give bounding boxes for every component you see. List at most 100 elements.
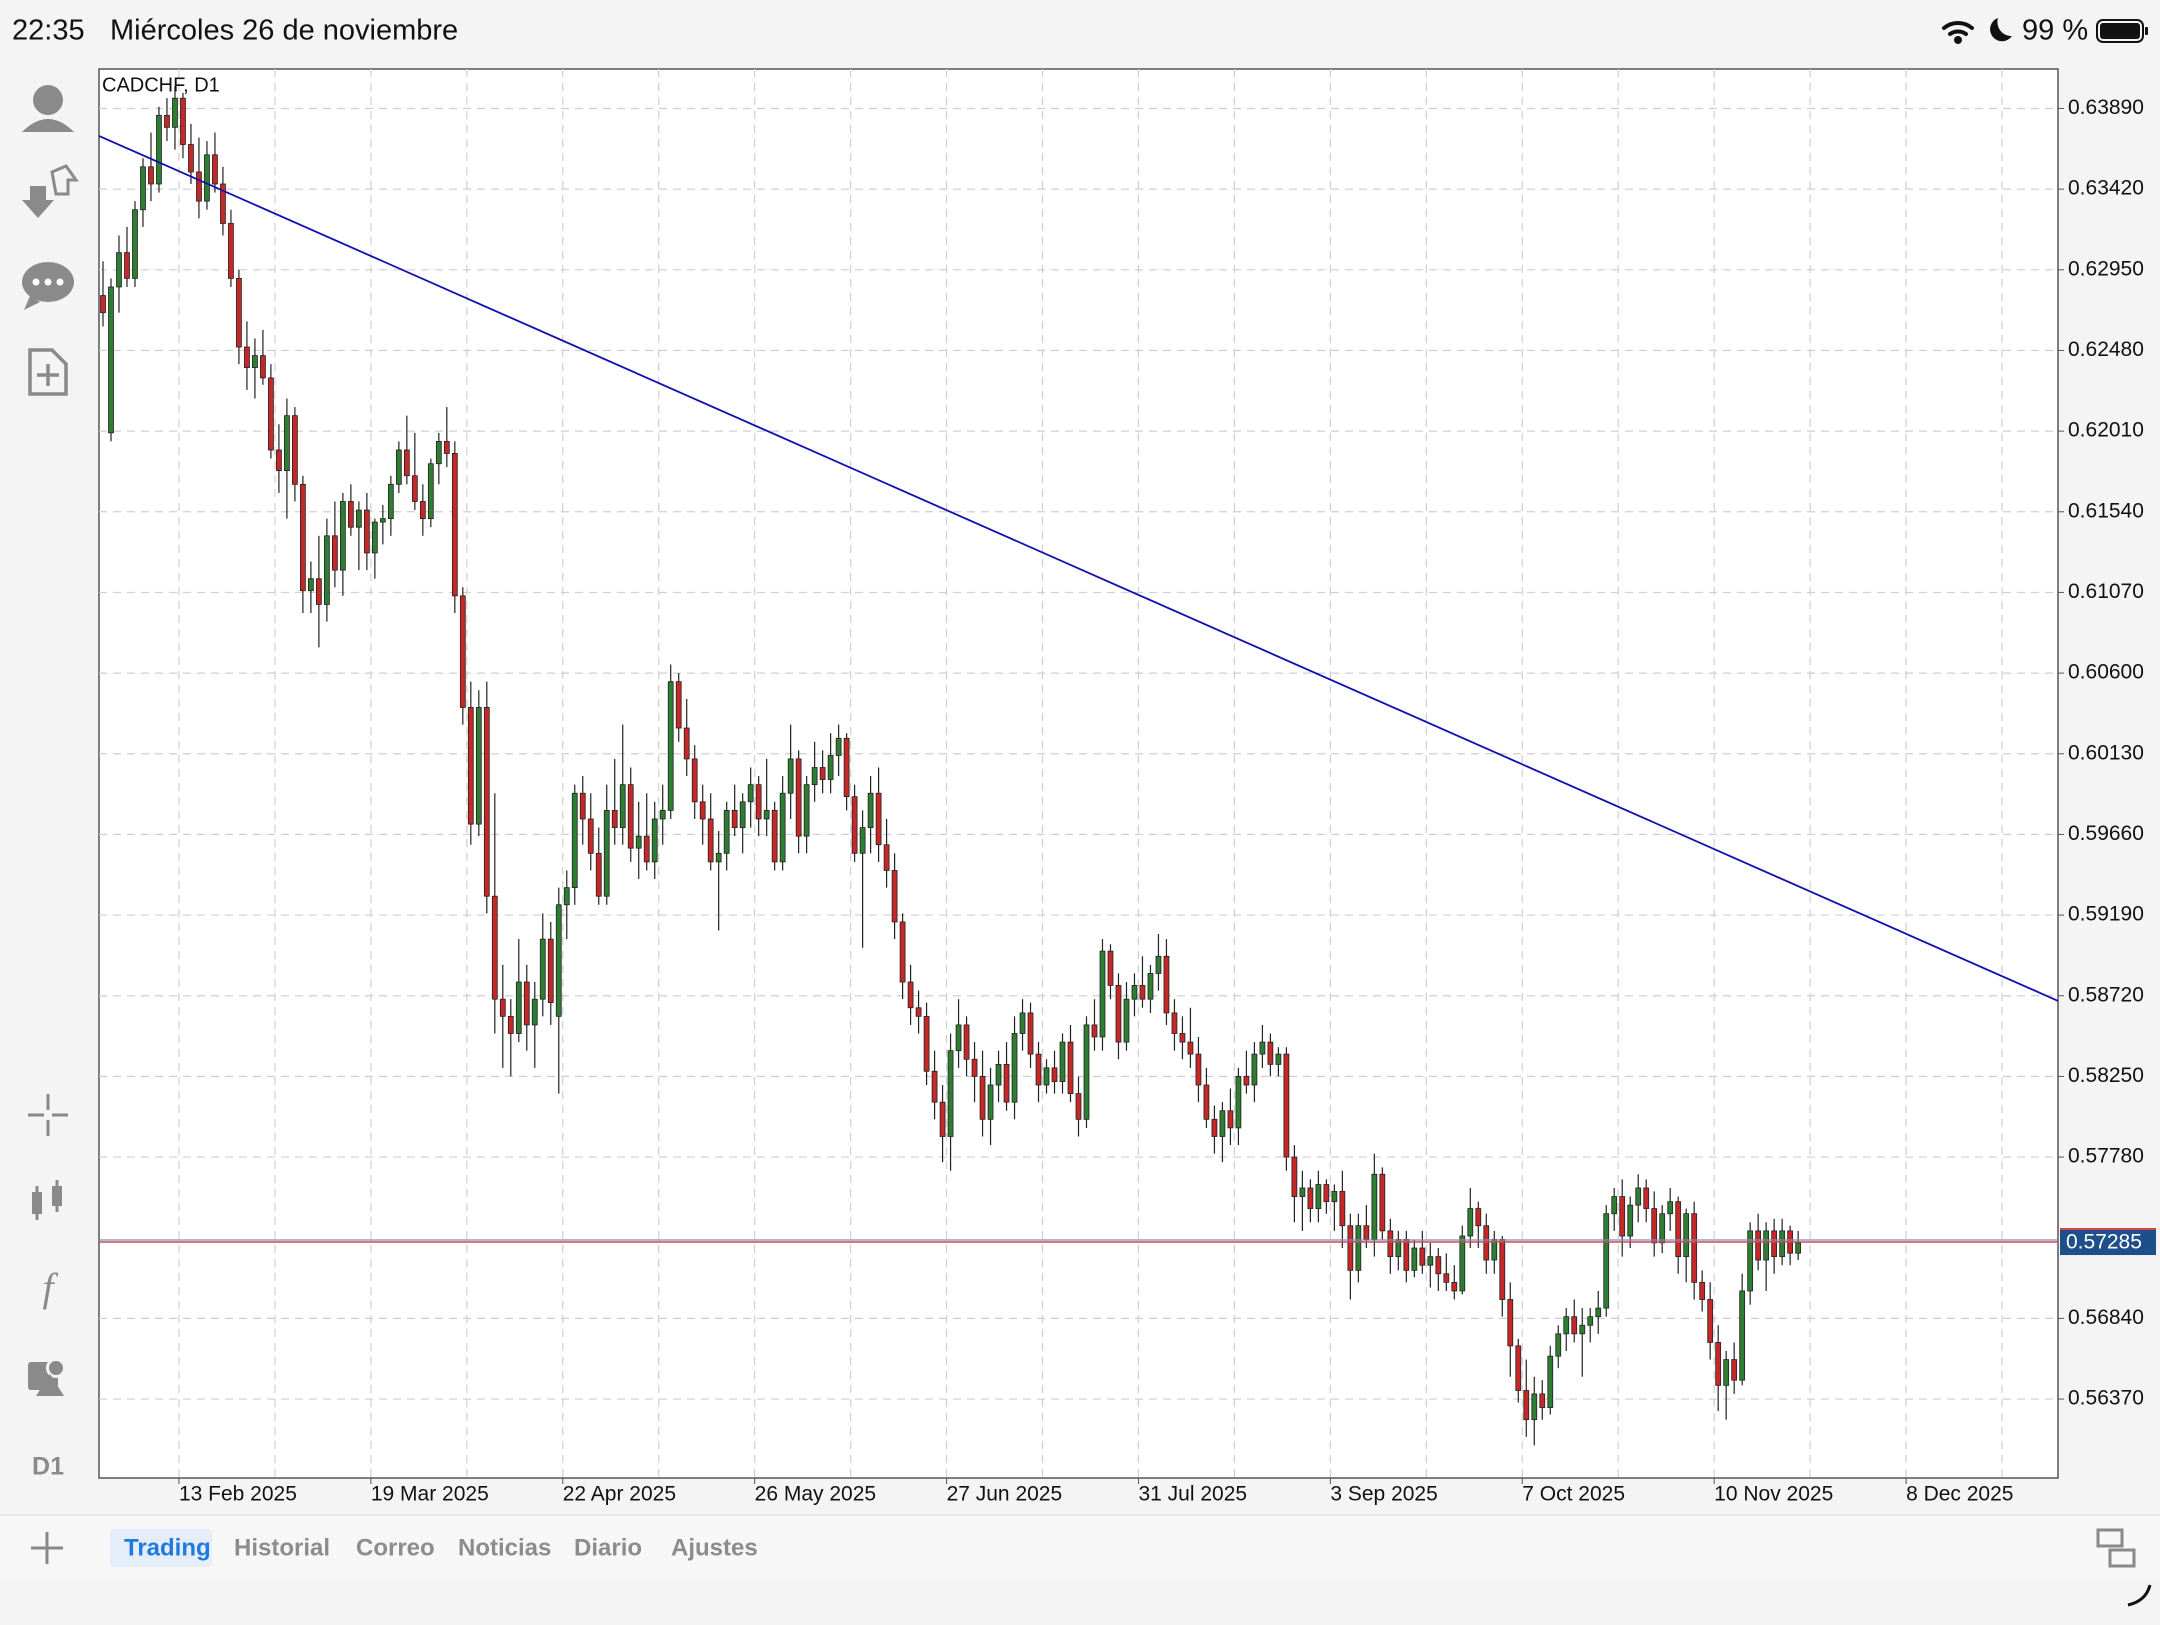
candle-body xyxy=(1219,1110,1226,1137)
candle-body xyxy=(619,784,626,828)
candle-body xyxy=(483,707,490,897)
candle-body xyxy=(124,252,130,279)
candle-body xyxy=(1227,1110,1234,1129)
candle-body xyxy=(1243,1076,1250,1086)
candle-body xyxy=(395,449,402,485)
status-date: Miércoles 26 de noviembre xyxy=(110,15,458,47)
candle-body xyxy=(1091,1024,1098,1038)
candle-body xyxy=(779,792,786,863)
candle-body xyxy=(1187,1041,1194,1055)
pencil-indicator xyxy=(2127,1584,2152,1607)
candle-body xyxy=(1403,1239,1410,1271)
candle-body xyxy=(1715,1342,1722,1386)
candle-body xyxy=(1675,1201,1682,1258)
candle-body xyxy=(451,453,458,597)
candle-body xyxy=(931,1070,938,1103)
candle-body xyxy=(995,1063,1002,1086)
candle-body xyxy=(491,895,498,1000)
y-tick-label: 0.59660 xyxy=(2068,822,2144,845)
trade-icon[interactable] xyxy=(22,164,79,218)
tab[interactable]: Noticias xyxy=(458,1534,551,1561)
candle-body xyxy=(1443,1273,1450,1283)
chat-icon[interactable] xyxy=(22,262,74,310)
moon-icon xyxy=(1990,18,2012,42)
candle-body xyxy=(1315,1184,1322,1209)
candle-body xyxy=(1419,1247,1426,1266)
candle-body xyxy=(1019,1012,1026,1034)
candle-body xyxy=(1251,1053,1258,1086)
candle-body xyxy=(156,114,162,185)
candle-body xyxy=(507,1015,514,1034)
candle-body xyxy=(355,509,362,528)
candle-body xyxy=(1747,1230,1754,1292)
layout-icon[interactable] xyxy=(2096,1528,2136,1568)
candle-body xyxy=(875,792,882,846)
crosshair-icon[interactable] xyxy=(28,1094,68,1136)
candle-body xyxy=(1507,1299,1514,1347)
status-time: 22:35 xyxy=(12,15,85,47)
candle-body xyxy=(339,501,346,571)
candle-body xyxy=(1659,1213,1666,1244)
candle-body xyxy=(1771,1230,1778,1258)
x-tick-label: 7 Oct 2025 xyxy=(1522,1483,1625,1506)
candle-body xyxy=(132,209,138,279)
tab[interactable]: Diario xyxy=(574,1534,642,1561)
candle-body xyxy=(1691,1213,1698,1283)
battery-icon xyxy=(2096,19,2148,43)
account-icon[interactable] xyxy=(22,85,74,132)
add-button[interactable] xyxy=(31,1532,63,1564)
candle-body xyxy=(843,737,850,798)
candle-body xyxy=(1339,1190,1346,1227)
x-tick-label: 31 Jul 2025 xyxy=(1138,1483,1247,1506)
candle-body xyxy=(851,796,858,854)
candle-body xyxy=(1267,1041,1274,1065)
candle-body xyxy=(755,784,762,820)
candle-body xyxy=(523,981,530,1026)
objects-icon[interactable] xyxy=(28,1358,66,1396)
chart-type-icon[interactable] xyxy=(32,1180,62,1220)
tab[interactable]: Correo xyxy=(356,1534,435,1561)
candle-body xyxy=(1363,1225,1370,1240)
tab[interactable]: Historial xyxy=(234,1534,330,1561)
y-tick-label: 0.61070 xyxy=(2068,580,2144,603)
candle-body xyxy=(891,870,898,923)
tab[interactable]: Trading xyxy=(110,1529,212,1567)
candle-body xyxy=(1643,1187,1650,1209)
candle-body xyxy=(899,921,906,983)
candle-body xyxy=(579,792,586,820)
candle-body xyxy=(939,1101,946,1137)
tab-bar xyxy=(0,1515,2160,1580)
timeframe[interactable]: D1 xyxy=(32,1453,64,1481)
candle-body xyxy=(1011,1033,1018,1103)
candle-body xyxy=(1763,1230,1770,1261)
y-tick-label: 0.62010 xyxy=(2068,419,2144,442)
candle-body xyxy=(963,1024,970,1060)
candle-body xyxy=(164,114,170,128)
candle-body xyxy=(1475,1208,1482,1227)
candle-body xyxy=(595,852,602,897)
candle-body xyxy=(1563,1316,1570,1335)
candle-body xyxy=(659,809,666,820)
candle-body xyxy=(1299,1187,1306,1197)
candle-body xyxy=(188,144,194,173)
candle-body xyxy=(1683,1213,1690,1258)
new-order-icon[interactable] xyxy=(28,348,68,396)
candle-body xyxy=(1483,1225,1490,1261)
y-tick-label: 0.63890 xyxy=(2068,96,2144,119)
candle-body xyxy=(739,801,746,828)
tab[interactable]: Ajustes xyxy=(671,1534,758,1561)
tab-label: Trading xyxy=(124,1534,211,1561)
last-price-box xyxy=(2060,1229,2156,1256)
candle-body xyxy=(1139,985,1146,1000)
candle-body xyxy=(699,801,706,820)
candle-body xyxy=(547,938,554,1004)
x-tick-label: 3 Sep 2025 xyxy=(1330,1483,1437,1506)
candle-body xyxy=(675,681,682,729)
candle-body xyxy=(379,518,386,523)
candle-body xyxy=(1435,1256,1442,1275)
x-tick-label: 8 Dec 2025 xyxy=(1906,1483,2013,1506)
candle-body xyxy=(955,1024,962,1052)
candle-body xyxy=(907,981,914,1009)
tab-label: Diario xyxy=(574,1534,642,1561)
